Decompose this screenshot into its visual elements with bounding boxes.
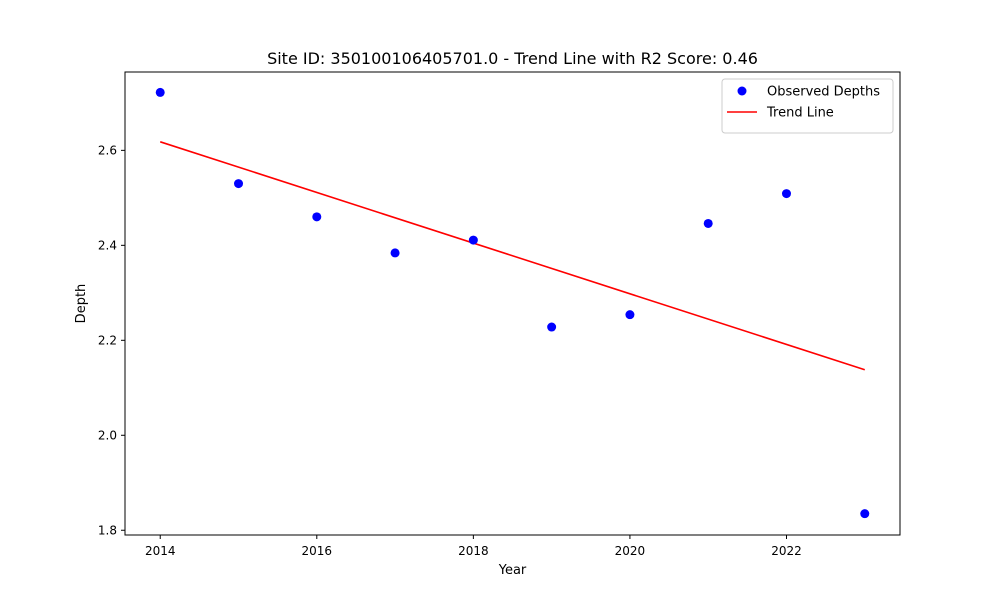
data-point (468, 235, 478, 245)
legend-box (721, 78, 894, 134)
x-tick-label: 2022 (771, 544, 802, 558)
x-tick-label: 2014 (145, 544, 176, 558)
plot-area: 2014 2016 2018 2020 2022 1.8 2.0 2.2 2.4 2.6 (98, 71, 901, 558)
data-point (390, 248, 400, 258)
legend-marker-observed (737, 86, 747, 96)
legend-label: Trend Line (766, 106, 834, 121)
y-tick-label: 2.4 (98, 238, 117, 252)
data-point (703, 218, 713, 228)
data-point (625, 310, 635, 320)
data-point (234, 179, 244, 189)
data-point (155, 87, 165, 97)
trend-line (159, 141, 866, 371)
y-axis-label: Depth (74, 284, 89, 324)
chart-title: Site ID: 350100106405701.0 - Trend Line … (267, 49, 758, 68)
y-tick-label: 1.8 (98, 523, 117, 537)
data-point (781, 189, 791, 199)
x-tick-label: 2016 (302, 544, 333, 558)
x-axis-label: Year (498, 563, 527, 578)
data-point (312, 212, 322, 222)
data-point (547, 322, 557, 332)
y-tick-label: 2.0 (98, 428, 117, 442)
plot-frame (124, 71, 901, 536)
y-tick-label: 2.6 (98, 143, 117, 157)
x-tick-label: 2020 (615, 544, 646, 558)
legend-label: Observed Depths (767, 85, 880, 100)
data-point (860, 509, 870, 519)
y-tick-label: 2.2 (98, 333, 117, 347)
legend: Observed Depths Trend Line (721, 78, 894, 134)
x-tick-label: 2018 (458, 544, 489, 558)
